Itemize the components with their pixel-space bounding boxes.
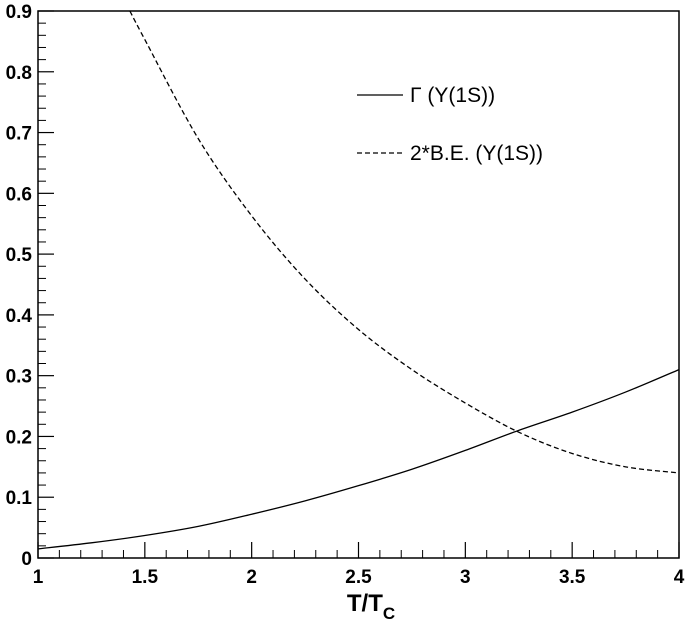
y-tick-label: 0.1 <box>6 488 33 509</box>
legend-label-2: 2*B.E. (Υ(1S)) <box>410 142 543 165</box>
y-tick-label: 0.2 <box>6 427 32 448</box>
y-tick-label: 0 <box>21 549 32 570</box>
axis-tick-labels: 1 1.5 2 2.5 3 3.5 4 0 0.1 0.2 0.3 0.4 0.5 0.6 0.7 0.8 0.… <box>6 2 685 588</box>
x-tick-label: 1 <box>33 567 44 588</box>
x-tick-label: 2 <box>246 567 257 588</box>
legend-label-1: Γ (Υ(1S)) <box>410 84 495 107</box>
x-tick-label: 4 <box>674 567 685 588</box>
plot-frame <box>37 10 680 559</box>
series-line-1 <box>37 368 680 550</box>
y-tick-label: 0.8 <box>6 63 32 84</box>
y-tick-label: 0.5 <box>6 245 33 266</box>
x-tick-label: 3.5 <box>559 567 586 588</box>
axis-ticks <box>37 10 680 559</box>
legend: Γ (Υ(1S)) 2*B.E. (Υ(1S)) <box>357 84 543 165</box>
x-tick-label: 1.5 <box>132 567 159 588</box>
series-lines <box>37 10 680 550</box>
series-line-2 <box>129 10 680 474</box>
x-tick-label: 2.5 <box>345 567 372 588</box>
x-tick-label: 3 <box>460 567 471 588</box>
y-tick-label: 0.7 <box>6 124 32 145</box>
y-tick-label: 0.3 <box>6 367 32 388</box>
x-axis-title: T/TC <box>347 590 395 623</box>
y-tick-label: 0.6 <box>6 184 32 205</box>
y-tick-label: 0.9 <box>6 2 32 23</box>
y-tick-label: 0.4 <box>6 306 33 327</box>
